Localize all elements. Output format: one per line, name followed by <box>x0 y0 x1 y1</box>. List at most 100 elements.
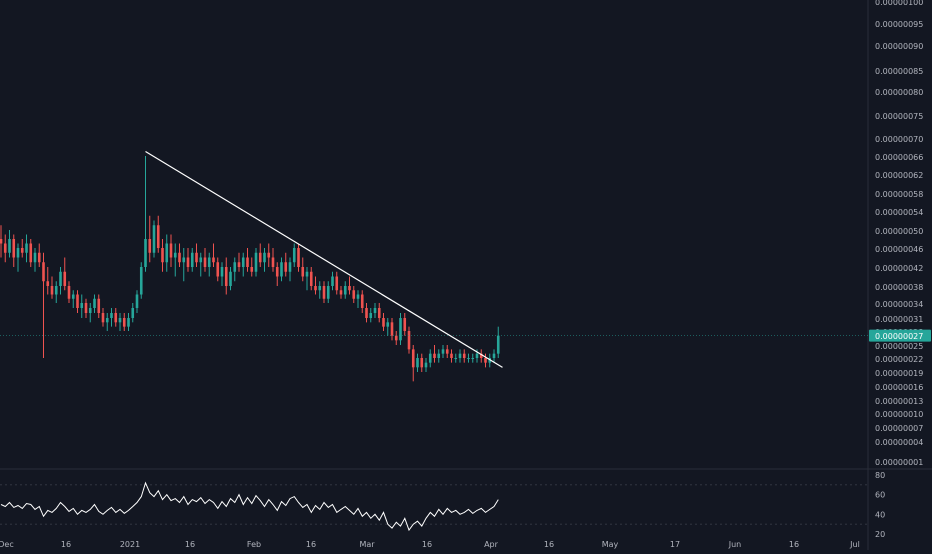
candle-body <box>284 262 288 272</box>
candle <box>152 220 156 258</box>
candle <box>33 248 37 272</box>
candle-body <box>475 353 479 358</box>
candle <box>462 349 466 363</box>
candle-body <box>88 308 92 313</box>
candle <box>467 353 470 363</box>
candle <box>331 271 334 291</box>
candle-body <box>462 353 466 358</box>
candle-body <box>403 318 407 331</box>
candle-body <box>437 353 441 358</box>
candle <box>280 257 283 282</box>
candle-body <box>207 257 211 267</box>
candle-body <box>161 248 164 263</box>
candle <box>224 257 228 295</box>
candle-body <box>199 257 203 263</box>
candle <box>301 257 305 282</box>
candle-body <box>114 313 118 323</box>
price-tick-label: 0.00000001 <box>875 458 923 467</box>
time-axis[interactable]: Dec 16 2021 16 Feb 16 Mar 16 Apr 16 May 17 Jun 16 Jul <box>0 540 860 549</box>
candle-body <box>190 252 194 267</box>
candle-body <box>50 286 54 295</box>
candle <box>352 286 356 303</box>
time-tick-label: 16 <box>185 540 195 549</box>
rsi-tick-label: 40 <box>875 510 885 519</box>
candle <box>229 267 232 291</box>
time-tick-label: 16 <box>544 540 554 549</box>
candle-body <box>420 358 424 368</box>
candle <box>16 243 20 272</box>
price-tick-label: 0.00000034 <box>875 300 923 309</box>
candle <box>343 281 347 299</box>
candle <box>382 313 385 331</box>
candle-body <box>407 331 411 350</box>
candle <box>305 267 309 291</box>
price-tick-label: 0.00000007 <box>875 424 923 433</box>
price-tick-label: 0.00000010 <box>875 410 923 419</box>
candle-body <box>450 353 453 358</box>
candle-body <box>254 252 258 272</box>
price-tick-label: 0.00000042 <box>875 264 923 273</box>
candle <box>288 257 292 282</box>
candle-body <box>297 248 300 267</box>
candle-body <box>416 358 419 368</box>
candle <box>127 313 130 331</box>
candle <box>71 290 75 308</box>
candle-body <box>156 225 160 248</box>
candle <box>339 286 343 299</box>
candle <box>169 234 173 267</box>
candle-body <box>186 257 190 267</box>
candle <box>97 294 101 318</box>
time-tick-label: Dec <box>0 540 14 549</box>
candle <box>20 239 24 258</box>
candle <box>80 294 84 318</box>
candle-body <box>80 303 84 308</box>
candle <box>8 230 11 258</box>
candle-body <box>169 243 173 258</box>
candle <box>50 276 54 299</box>
candle-body <box>386 322 390 327</box>
current-price-label: 0.00000027 <box>875 332 923 341</box>
price-tick-label: 0.00000054 <box>875 208 923 217</box>
candle <box>182 248 186 282</box>
candle-body <box>467 358 470 359</box>
price-tick-label: 0.00000075 <box>875 112 923 121</box>
candle <box>492 349 496 363</box>
candle-body <box>148 239 152 253</box>
candle <box>3 234 7 263</box>
candle <box>25 234 28 263</box>
candle-body <box>135 294 139 308</box>
candle-body <box>165 243 169 263</box>
candle <box>67 281 71 303</box>
candle <box>220 262 224 286</box>
candle <box>254 248 258 277</box>
candle-body <box>428 353 432 363</box>
price-tick-label: 0.00000031 <box>875 315 923 324</box>
candle-body <box>479 353 483 358</box>
candle <box>428 349 432 368</box>
time-tick-label: Mar <box>359 540 375 549</box>
candle <box>420 353 424 372</box>
candle <box>93 294 96 313</box>
candle-body <box>37 252 41 263</box>
candle-body <box>365 308 368 318</box>
rsi-tick-label: 80 <box>875 471 885 480</box>
candle <box>386 318 390 336</box>
candle <box>479 349 483 363</box>
candle-body <box>314 286 317 291</box>
candle-body <box>488 358 492 363</box>
price-tick-label: 0.00000022 <box>875 355 923 364</box>
candle <box>356 290 360 308</box>
candle-body <box>241 257 245 267</box>
price-tick-label: 0.00000025 <box>875 342 923 351</box>
candle <box>12 234 16 267</box>
price-axis[interactable]: 0.00000100 0.00000095 0.00000090 0.00000085… <box>869 0 931 539</box>
candle <box>135 290 139 313</box>
price-tick-label: 0.00000080 <box>875 88 923 97</box>
candle-body <box>29 243 33 263</box>
candle-body <box>322 286 326 299</box>
candle <box>84 298 88 318</box>
candle <box>42 252 45 358</box>
